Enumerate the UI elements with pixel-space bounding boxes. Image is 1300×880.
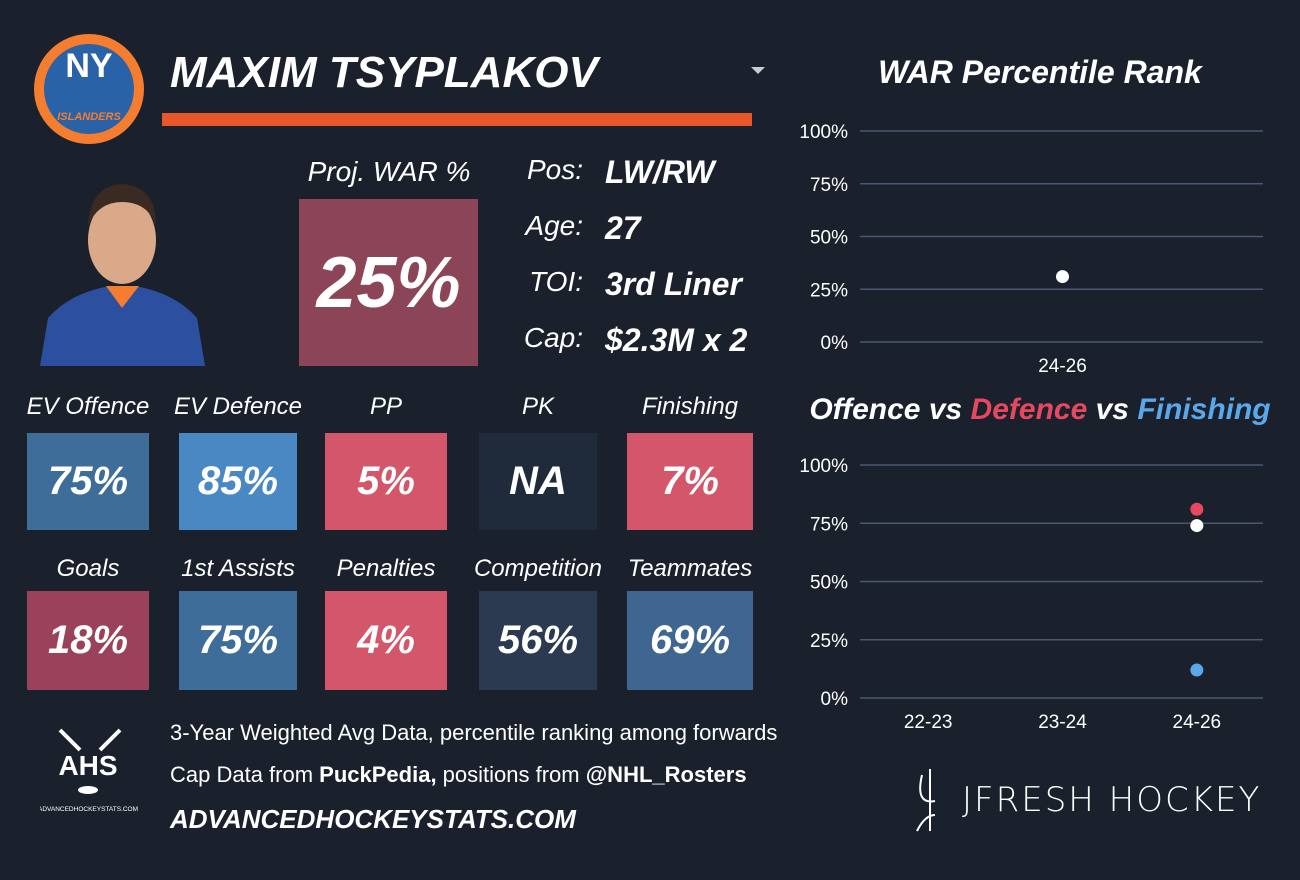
bio-value: 3rd Liner: [605, 266, 742, 302]
player-photo: [40, 184, 205, 366]
footer-line: 3-Year Weighted Avg Data, percentile ran…: [170, 720, 777, 746]
proj-war-label: Proj. WAR %: [307, 156, 471, 187]
tile-label: EV Defence: [173, 393, 303, 420]
accent-bar: [162, 113, 752, 126]
tile-label: EV Offence: [26, 393, 150, 420]
title-part: Finishing: [1137, 393, 1270, 426]
tile-label: PK: [521, 393, 554, 420]
ahs-text: AHS: [58, 750, 117, 781]
chart-title: WAR Percentile Rank: [878, 54, 1204, 90]
footer-text: ADVANCEDHOCKEYSTATS.COM: [170, 804, 576, 834]
tile-value: NA: [479, 433, 597, 530]
y-tick-label: 25%: [810, 631, 848, 652]
footer-text: PuckPedia,: [319, 762, 437, 787]
tile-label: Teammates: [627, 555, 753, 582]
bio-label: Pos:: [526, 154, 583, 185]
y-tick-label: 75%: [810, 175, 848, 196]
tile-label: Finishing: [641, 393, 739, 420]
tile-label: Penalties: [336, 555, 436, 582]
tile-value: 69%: [627, 591, 753, 690]
y-tick-label: 25%: [810, 280, 848, 301]
brand-logo: [916, 769, 936, 832]
tile-value: 85%: [179, 433, 297, 530]
footer-text: positions from: [436, 762, 586, 787]
tile-label: Goals: [56, 555, 120, 582]
y-tick-label: 100%: [799, 122, 848, 143]
logo-text: ISLANDERS: [57, 111, 121, 123]
tile-value: 75%: [27, 433, 149, 530]
ahs-logo: AHS ADVANCEDHOCKEYSTATS.COM: [40, 728, 138, 813]
tile-label: PP: [369, 393, 402, 420]
tile-value: 56%: [479, 591, 597, 690]
tile-value: 7%: [627, 433, 753, 530]
tile-label: 1st Assists: [181, 555, 295, 582]
y-tick-label: 0%: [821, 689, 849, 710]
point: [1190, 502, 1204, 516]
tile-value: 75%: [179, 591, 297, 690]
y-tick-label: 50%: [810, 573, 848, 594]
tile-value: 4%: [325, 591, 447, 690]
y-tick-label: 0%: [821, 333, 849, 354]
y-tick-label: 75%: [810, 514, 848, 535]
bio-label: TOI:: [529, 266, 583, 297]
footer-line: Cap Data from PuckPedia, positions from …: [170, 762, 747, 788]
title-part: Defence: [971, 393, 1088, 426]
y-tick-label: 50%: [810, 228, 848, 249]
logo-text: NY: [65, 47, 113, 85]
point: [1056, 270, 1069, 284]
footer-text: Cap Data from: [170, 762, 320, 787]
ahs-site: ADVANCEDHOCKEYSTATS.COM: [40, 806, 138, 813]
footer-text: 3-Year Weighted Avg Data, percentile ran…: [170, 720, 778, 745]
title-part: Offence: [809, 393, 920, 426]
title-part: vs: [1087, 393, 1137, 426]
tile-label: Competition: [473, 555, 603, 582]
bio-value: $2.3M x 2: [605, 322, 748, 358]
bio-value: LW/RW: [605, 154, 715, 190]
point: [1190, 519, 1204, 533]
player-name: MAXIM TSYPLAKOV: [170, 48, 598, 97]
bio-label: Cap:: [523, 322, 583, 353]
tile-value: 5%: [325, 433, 447, 530]
proj-war-value: 25%: [299, 199, 478, 366]
team-logo: NY ISLANDERS: [34, 34, 144, 144]
bio-label: Age:: [525, 210, 583, 241]
x-tick-label: 22-23: [904, 712, 953, 733]
x-tick-label: 24-26: [1173, 712, 1222, 733]
chart-title: Offence vs Defence vs Finishing: [809, 393, 1270, 426]
bio-value: 27: [605, 210, 641, 246]
point: [1190, 663, 1204, 677]
footer-line: ADVANCEDHOCKEYSTATS.COM: [170, 804, 576, 835]
y-tick-label: 100%: [799, 456, 848, 477]
x-tick-label: 23-24: [1038, 712, 1087, 733]
x-tick-label: 24-26: [1038, 356, 1087, 377]
footer-text: @NHL_Rosters: [585, 762, 747, 787]
brand: JFRESH HOCKEY: [962, 780, 1262, 820]
tile-value: 18%: [27, 591, 149, 690]
dropdown[interactable]: [750, 66, 766, 76]
title-part: vs: [921, 393, 971, 426]
